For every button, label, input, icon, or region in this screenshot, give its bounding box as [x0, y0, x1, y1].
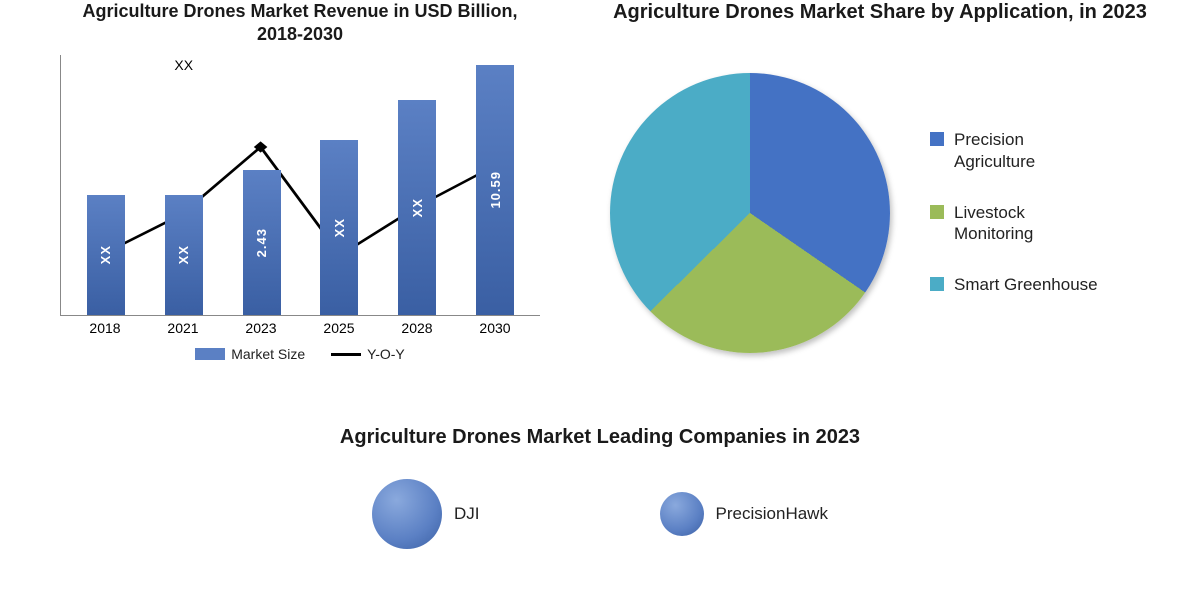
- bar-top-xx-label: XX: [174, 57, 193, 73]
- bar-chart-legend: Market Size Y-O-Y: [60, 346, 540, 362]
- pie-legend-swatch-icon: [930, 132, 944, 146]
- bar-value-label: XX: [176, 245, 191, 264]
- company-label: DJI: [454, 504, 480, 524]
- pie-legend-label: Smart Greenhouse: [954, 274, 1098, 295]
- bar-rect: 10.59: [476, 65, 514, 315]
- yoy-marker-icon: [254, 141, 268, 152]
- legend-market-size: Market Size: [195, 346, 305, 362]
- bar-chart-title: Agriculture Drones Market Revenue in USD…: [60, 0, 540, 45]
- bar-rect: XX: [87, 195, 125, 315]
- companies-panel: Agriculture Drones Market Leading Compan…: [0, 426, 1200, 549]
- bar-rect: XX: [320, 140, 358, 315]
- bar-xtick: 2021: [160, 320, 206, 336]
- bar-slot: XXXX: [161, 195, 207, 315]
- bar-value-label: XX: [410, 198, 425, 217]
- legend-swatch-line-icon: [331, 353, 361, 356]
- bar-rect: XX: [165, 195, 203, 315]
- pie-chart-legend: Precision Agriculture Livestock Monitorin…: [920, 129, 1104, 295]
- yoy-line-overlay: [61, 55, 540, 315]
- pie-legend-swatch-icon: [930, 277, 944, 291]
- company-bubble-icon: [372, 479, 442, 549]
- bar-xtick: 2018: [82, 320, 128, 336]
- bar-xtick: 2028: [394, 320, 440, 336]
- legend-yoy-label: Y-O-Y: [367, 346, 405, 362]
- bar-xtick: 2025: [316, 320, 362, 336]
- company-label: PrecisionHawk: [716, 504, 828, 524]
- company-item: PrecisionHawk: [660, 492, 828, 536]
- bar-value-label: 10.59: [488, 171, 503, 209]
- bar-xtick: 2023: [238, 320, 284, 336]
- company-bubble-icon: [660, 492, 704, 536]
- companies-title: Agriculture Drones Market Leading Compan…: [0, 426, 1200, 449]
- pie-legend-label: Precision Agriculture: [954, 129, 1104, 172]
- pie-chart-title: Agriculture Drones Market Share by Appli…: [580, 0, 1180, 25]
- legend-swatch-bar-icon: [195, 348, 225, 360]
- bar-value-label: XX: [332, 218, 347, 237]
- bar-chart-xticks: 2018 2021 2023 2025 2028 2030: [60, 316, 540, 336]
- bar-xtick: 2030: [472, 320, 518, 336]
- bar-chart-panel: Agriculture Drones Market Revenue in USD…: [0, 0, 560, 400]
- pie-legend-label: Livestock Monitoring: [954, 202, 1104, 245]
- pie-chart-panel: Agriculture Drones Market Share by Appli…: [560, 0, 1200, 400]
- bar-slot: 10.59: [472, 65, 518, 315]
- bar-rect: XX: [398, 100, 436, 315]
- bar-slot: XX: [316, 140, 362, 315]
- pie-circle-icon: [610, 73, 890, 353]
- bar-value-label: 2.43: [254, 228, 269, 257]
- bar-rect: 2.43: [243, 170, 281, 315]
- pie-legend-item: Smart Greenhouse: [930, 274, 1104, 295]
- legend-yoy: Y-O-Y: [331, 346, 405, 362]
- bar-slot: XX: [83, 195, 129, 315]
- companies-body: DJI PrecisionHawk: [0, 479, 1200, 549]
- pie-chart-plot: [580, 63, 920, 363]
- pie-legend-item: Precision Agriculture: [930, 129, 1104, 172]
- bar-slot: XX2.43: [239, 170, 285, 315]
- pie-legend-item: Livestock Monitoring: [930, 202, 1104, 245]
- bar-slot: XX: [394, 100, 440, 315]
- bar-chart-plot: XXXXXXXX2.43XXXX10.59: [60, 55, 540, 316]
- bar-value-label: XX: [98, 245, 113, 264]
- legend-market-size-label: Market Size: [231, 346, 305, 362]
- pie-legend-swatch-icon: [930, 205, 944, 219]
- company-item: DJI: [372, 479, 480, 549]
